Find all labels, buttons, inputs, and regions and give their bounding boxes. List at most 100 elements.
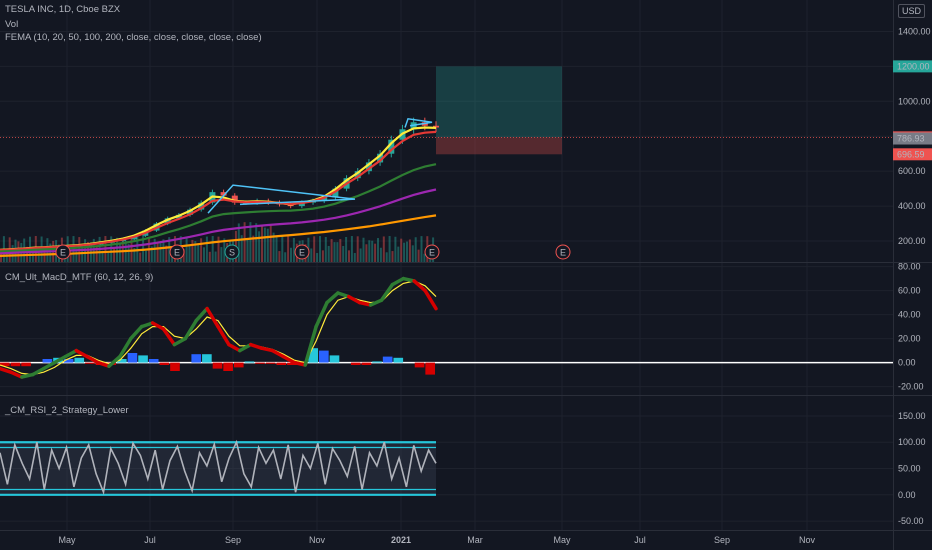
fema-label: FEMA (10, 20, 50, 100, 200, close, close… <box>5 32 262 43</box>
ema-line-100 <box>0 188 437 255</box>
macd-line-segment <box>205 306 220 329</box>
macd-histogram-bar <box>265 362 276 364</box>
volume-bar <box>118 244 121 262</box>
macd-line-segment <box>118 336 133 359</box>
macd-line-segment <box>401 276 416 283</box>
volume-bar <box>377 238 379 262</box>
volume-bar <box>269 224 272 262</box>
macd-histogram-bar <box>255 362 265 364</box>
profit-zone <box>436 66 562 138</box>
volume-bar <box>385 252 388 262</box>
macd-line-segment <box>390 276 406 287</box>
macd-histogram-bar <box>244 361 255 363</box>
rsi-pane <box>0 439 437 496</box>
rsi-label: _CM_RSI_2_Strategy_Lower <box>5 405 129 416</box>
candle <box>231 195 238 203</box>
currency-button[interactable]: USD <box>898 4 926 18</box>
volume-bar <box>116 237 118 262</box>
volume-bar <box>388 236 391 262</box>
macd-line-segment <box>238 342 253 353</box>
x-tick-label: Jul <box>634 535 646 545</box>
earnings-marker <box>55 244 71 260</box>
macd-histogram-bar <box>202 354 212 363</box>
volume-bar <box>243 222 246 262</box>
volume-bar <box>200 238 203 262</box>
volume-bar <box>313 236 316 262</box>
macd-histogram-bar <box>138 355 148 363</box>
volume-bar <box>350 236 353 262</box>
macd-line-segment <box>281 354 297 365</box>
macd-histogram-bar <box>148 359 159 363</box>
ema-line-50 <box>0 163 437 253</box>
volume-bar <box>397 246 400 262</box>
macd-line-segment <box>412 279 427 293</box>
volume-bar <box>101 250 104 262</box>
volume-bar <box>365 244 368 262</box>
price-label-box <box>893 60 932 73</box>
macd-histogram-bar <box>350 362 361 365</box>
volume-bar <box>379 247 382 262</box>
volume-bar <box>208 251 211 262</box>
macd-histogram-bar <box>85 362 95 364</box>
macd-line-segment <box>150 321 166 331</box>
volume-bar <box>339 239 342 262</box>
macd-y-tick-label: 20.00 <box>898 334 921 344</box>
volume-bar <box>420 236 423 262</box>
volume-bar <box>197 243 200 262</box>
volume-bar <box>113 248 116 262</box>
macd-line-segment <box>357 300 373 307</box>
rsi-line <box>0 439 437 496</box>
volume-bar <box>223 238 226 262</box>
macd-line-segment <box>314 300 329 329</box>
macd-line-segment <box>347 294 362 305</box>
macd-y-tick-label: 80.00 <box>898 262 921 272</box>
volume-bar <box>139 252 142 262</box>
volume-bar <box>403 242 406 262</box>
volume-bar <box>145 250 147 262</box>
macd-line-segment <box>107 354 122 368</box>
candle <box>332 188 339 198</box>
earnings-marker <box>294 244 310 260</box>
x-tick-label: May <box>553 535 571 545</box>
earnings-marker-label: E <box>560 248 566 258</box>
macd-signal-line <box>0 280 437 376</box>
candle <box>433 125 439 128</box>
x-tick-label: Nov <box>799 535 816 545</box>
candle <box>321 197 328 201</box>
volume-bar <box>220 247 223 262</box>
volume-bar <box>191 239 194 262</box>
volume-bar <box>0 254 2 262</box>
volume-bar <box>92 238 95 262</box>
macd-histogram-bar <box>212 362 223 369</box>
macd-line-segment <box>194 306 209 323</box>
volume-bar <box>400 238 403 262</box>
macd-histogram-bar <box>308 348 319 363</box>
macd-line-segment <box>292 360 307 367</box>
volume-bar <box>156 242 159 262</box>
macd-y-tick-label: 40.00 <box>898 310 921 320</box>
volume-bar <box>417 249 420 262</box>
volume-bar <box>211 236 214 262</box>
volume-bar <box>406 241 408 262</box>
x-tick-label: Jul <box>144 535 156 545</box>
macd-histogram-bar <box>0 362 10 367</box>
macd-line-segment <box>270 348 286 359</box>
volume-bar <box>356 236 359 262</box>
volume-bar <box>324 236 327 262</box>
candle <box>354 171 361 179</box>
candle <box>187 209 194 215</box>
candle <box>388 139 395 154</box>
volume-bar <box>266 228 269 262</box>
volume-bar <box>168 237 171 262</box>
price-label-box <box>893 132 932 145</box>
x-tick-label: Mar <box>467 535 483 545</box>
triangle-drawing <box>207 184 356 214</box>
x-tick-label: May <box>58 535 76 545</box>
candle <box>164 218 171 224</box>
macd-line-segment <box>139 321 155 329</box>
macd-histogram-bar <box>116 359 127 363</box>
macd-histogram-bar <box>10 362 21 367</box>
macd-histogram-bar <box>382 356 393 363</box>
